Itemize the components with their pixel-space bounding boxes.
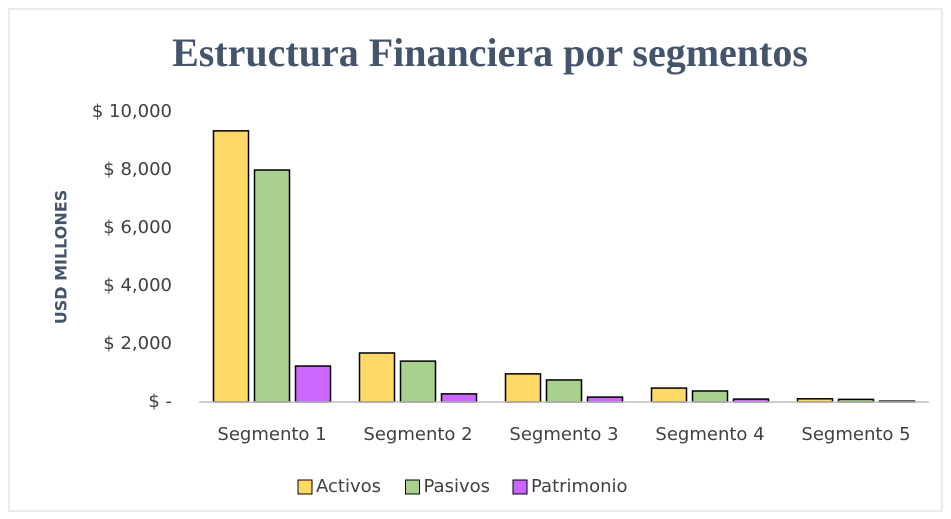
- y-tick-label: $ 4,000: [103, 275, 172, 296]
- bar: [294, 365, 332, 403]
- y-tick-label: $ 8,000: [103, 159, 172, 180]
- x-tick-label: Segmento 4: [655, 424, 764, 445]
- bar: [212, 130, 250, 403]
- bar: [650, 387, 688, 403]
- legend-label: Patrimonio: [531, 476, 628, 497]
- y-axis-label: USD MILLONES: [52, 190, 71, 325]
- chart-title: Estructura Financiera por segmentos: [172, 30, 808, 75]
- y-tick-label: $ 2,000: [103, 333, 172, 354]
- y-tick-label: $ 6,000: [103, 217, 172, 238]
- x-tick-label: Segmento 1: [217, 424, 326, 445]
- x-tick-label: Segmento 5: [801, 424, 910, 445]
- y-tick-label: $ -: [148, 391, 172, 412]
- y-tick-label: $ 10,000: [92, 101, 172, 122]
- bar: [399, 360, 437, 403]
- legend-label: Pasivos: [424, 476, 491, 497]
- legend-swatch: [512, 479, 528, 495]
- bar: [440, 393, 478, 403]
- bar: [545, 379, 583, 403]
- x-tick-label: Segmento 3: [509, 424, 618, 445]
- legend-swatch: [297, 479, 313, 495]
- chart-border: [8, 8, 943, 512]
- legend-swatch: [405, 479, 420, 495]
- bar: [358, 352, 396, 403]
- bar: [691, 390, 729, 403]
- x-tick-label: Segmento 2: [363, 424, 472, 445]
- legend-label: Activos: [316, 476, 381, 497]
- bar: [504, 373, 542, 403]
- bar: [253, 169, 291, 403]
